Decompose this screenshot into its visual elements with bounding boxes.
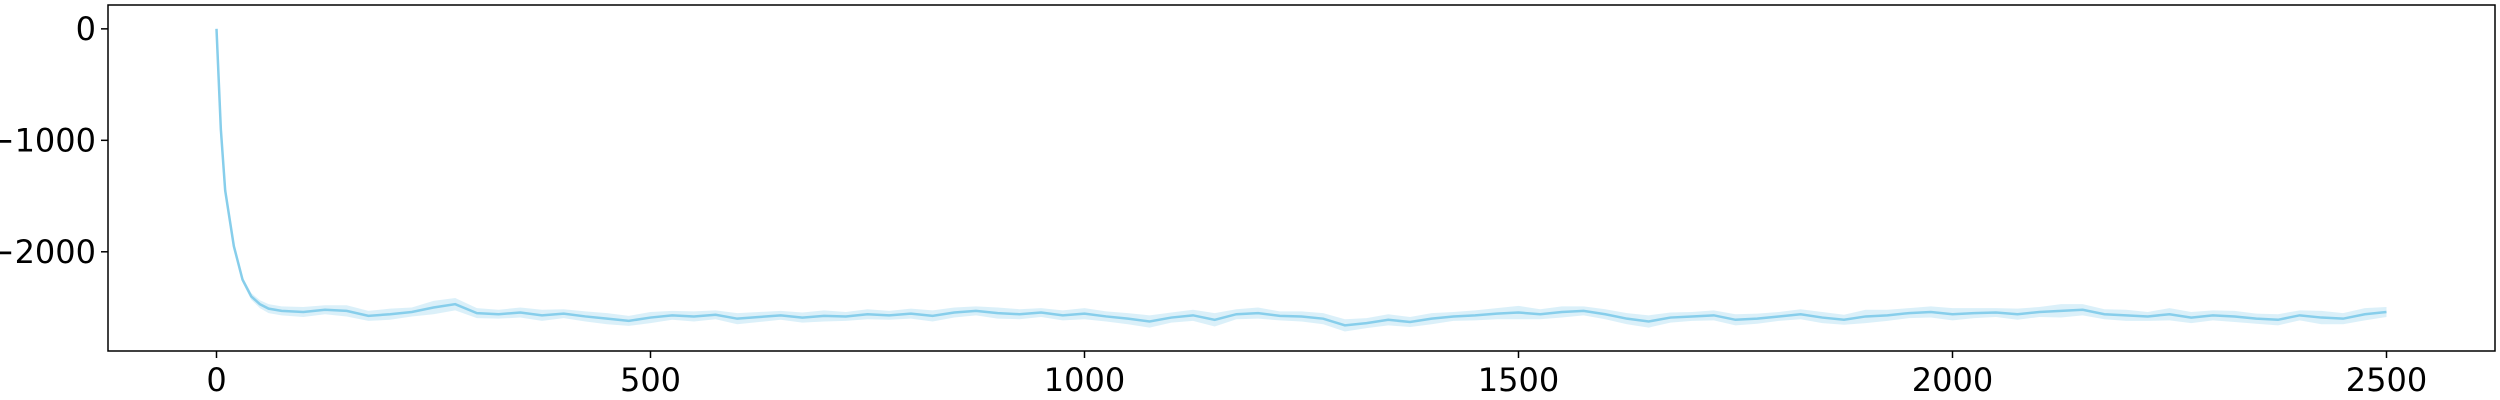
x-tick-label: 500 bbox=[620, 361, 681, 399]
x-tick-label: 1000 bbox=[1044, 361, 1125, 399]
line bbox=[215, 28, 2387, 327]
y-tick-label: −2000 bbox=[0, 233, 96, 271]
y-tick-label: 0 bbox=[76, 10, 96, 48]
x-tick-label: 2500 bbox=[2346, 361, 2427, 399]
x-tick-label: 0 bbox=[206, 361, 226, 399]
x-tick-label: 1500 bbox=[1478, 361, 1559, 399]
spread-band bbox=[216, 28, 2387, 332]
x-tick-label: 2000 bbox=[1912, 361, 1993, 399]
plot-frame bbox=[107, 4, 2496, 352]
y-tick-label: −1000 bbox=[0, 121, 96, 159]
